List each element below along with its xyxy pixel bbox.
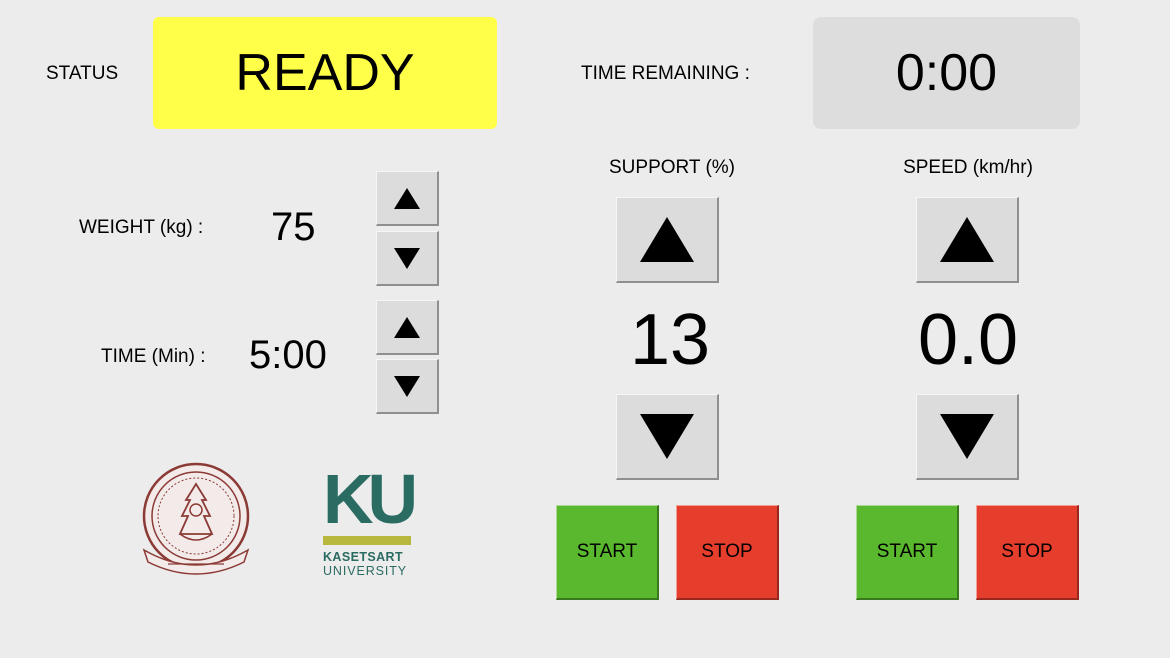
support-stop-button[interactable]: STOP — [676, 505, 779, 600]
support-start-button[interactable]: START — [556, 505, 659, 600]
ku-logo-name: KASETSART — [323, 550, 403, 564]
weight-up-button[interactable] — [376, 171, 439, 226]
arrow-up-icon — [940, 217, 994, 262]
status-display: READY — [153, 17, 497, 129]
ku-logo: KU KASETSART UNIVERSITY — [323, 460, 418, 582]
weight-label: WEIGHT (kg) : — [79, 217, 204, 238]
time-label: TIME (Min) : — [101, 346, 206, 367]
weight-value: 75 — [271, 205, 316, 249]
ku-logo-subtitle: UNIVERSITY — [323, 564, 408, 578]
time-remaining-display: 0:00 — [813, 17, 1080, 129]
arrow-up-icon — [640, 217, 694, 262]
support-value: 13 — [629, 300, 711, 380]
status-label: STATUS — [46, 63, 119, 84]
time-up-button[interactable] — [376, 300, 439, 355]
faculty-seal-icon — [142, 462, 250, 575]
arrow-down-icon — [640, 414, 694, 459]
speed-down-button[interactable] — [916, 394, 1019, 480]
time-value: 5:00 — [249, 333, 327, 377]
support-label: SUPPORT (%) — [609, 157, 735, 178]
support-up-button[interactable] — [616, 197, 719, 283]
ku-logo-letters: KU — [323, 460, 418, 538]
arrow-up-icon — [394, 316, 420, 338]
arrow-down-icon — [940, 414, 994, 459]
time-remaining-label: TIME REMAINING : — [581, 63, 750, 84]
speed-start-button[interactable]: START — [856, 505, 959, 600]
time-down-button[interactable] — [376, 359, 439, 414]
speed-stop-button[interactable]: STOP — [976, 505, 1079, 600]
arrow-down-icon — [394, 247, 420, 269]
weight-down-button[interactable] — [376, 231, 439, 286]
arrow-down-icon — [394, 375, 420, 397]
arrow-up-icon — [394, 187, 420, 209]
speed-label: SPEED (km/hr) — [903, 157, 1033, 178]
speed-value: 0.0 — [917, 300, 1019, 380]
speed-up-button[interactable] — [916, 197, 1019, 283]
support-down-button[interactable] — [616, 394, 719, 480]
ku-logo-bar — [323, 536, 411, 545]
faculty-seal-logo — [140, 462, 252, 577]
